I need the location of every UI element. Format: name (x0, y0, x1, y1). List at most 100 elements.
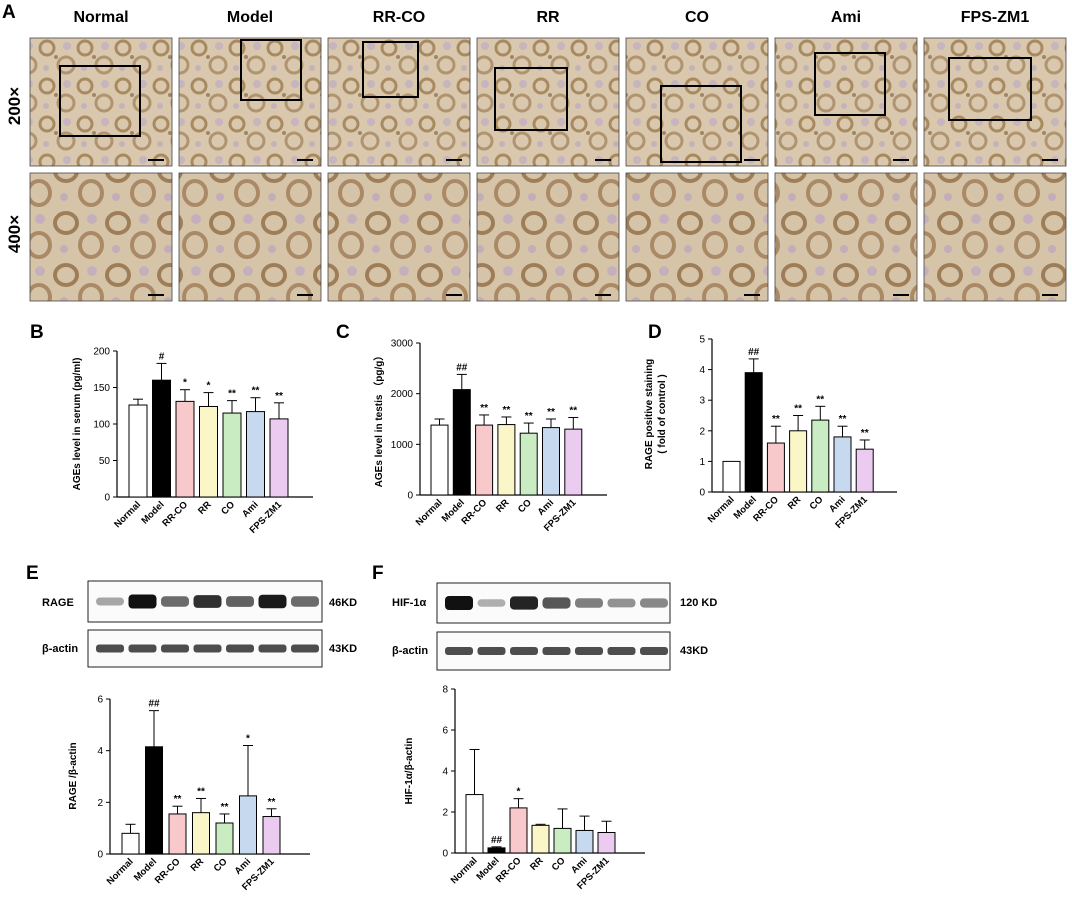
micrograph-400x-ami (774, 172, 918, 302)
significance-mark: ** (221, 802, 229, 813)
x-category-label: RR (786, 494, 804, 512)
x-category-label: CO (212, 856, 230, 874)
y-tick-label: 200 (93, 347, 110, 358)
x-category-label: Normal (414, 497, 445, 528)
y-tick-label: 6 (97, 695, 103, 706)
y-tick-label: 50 (99, 456, 111, 467)
group-label-rr: RR (536, 9, 560, 26)
y-tick-label: 2000 (391, 389, 414, 400)
y-tick-label: 3000 (391, 339, 414, 350)
y-tick-label: 150 (93, 383, 110, 394)
zoom-box-rr-co (362, 41, 419, 98)
group-label-normal: Normal (73, 9, 128, 26)
group-label-ami: Ami (831, 9, 861, 26)
target-band (291, 596, 319, 607)
bar-rr-co (175, 400, 195, 498)
y-tick-label: 5 (699, 335, 705, 346)
significance-mark: ** (861, 428, 869, 439)
zoom-box-rr (494, 67, 568, 131)
micrograph-200x-rr-co (327, 37, 471, 167)
target-band (128, 594, 157, 609)
chart-panel-c: C 0 1000 2000 3000 AGEs level in testis （pg/g… (336, 322, 607, 534)
target-band (607, 598, 636, 608)
actin-band (291, 644, 319, 653)
y-tick-label: 0 (442, 849, 448, 860)
significance-mark: ** (268, 797, 276, 808)
actin-band (542, 647, 571, 655)
significance-mark: ** (547, 407, 555, 418)
y-axis-label: RAGE /β-actin (68, 742, 79, 809)
x-category-label: Normal (706, 494, 737, 525)
actin-band (445, 647, 473, 655)
bar-co (553, 827, 572, 854)
bar-model (152, 379, 171, 498)
bar-co (215, 822, 234, 855)
x-category-label: Normal (449, 855, 480, 886)
bar-rr (531, 824, 550, 854)
bar-rr-co (766, 442, 785, 493)
y-axis-label: HIF-1α/β-actin (404, 738, 415, 805)
actin-band (510, 647, 538, 655)
y-tick-label: 0 (407, 491, 413, 502)
y-tick-label: 0 (104, 493, 110, 504)
significance-mark: ** (503, 405, 511, 416)
zoom-box-normal (59, 65, 141, 137)
bar-co (519, 432, 538, 496)
panel-letter-e: E (26, 563, 39, 584)
zoom-box-co (660, 85, 742, 163)
y-tick-label: 4 (442, 767, 448, 778)
x-category-label: RR-CO (459, 497, 489, 527)
bar-normal (128, 404, 148, 498)
bar-model (452, 389, 471, 496)
actin-band (477, 647, 506, 655)
significance-mark: ** (569, 405, 577, 416)
actin-band (575, 647, 603, 655)
blot-e-bands (96, 594, 319, 653)
target-band (226, 596, 254, 607)
mag-label-200: 200× (5, 87, 24, 125)
bar-rr-co (509, 807, 528, 854)
bar-normal (722, 460, 741, 493)
x-category-label: Normal (112, 499, 143, 530)
significance-mark: ** (252, 386, 260, 397)
micrograph-400x-rr (476, 172, 620, 302)
y-axis-label: AGEs level in testis （pg/g） (372, 351, 385, 488)
actin-band (128, 644, 157, 653)
bar-rr-co (475, 424, 494, 496)
chart-panel-b: B 0 50 100 150 200 AGEs level in serum (pg/ml)… (30, 322, 313, 536)
panel-letter-a: A (2, 2, 16, 23)
panel-letter-b: B (30, 322, 44, 343)
micrograph-200x-rr (476, 37, 620, 167)
significance-mark: ** (794, 404, 802, 415)
target-band (258, 594, 287, 609)
x-category-label: CO (550, 855, 568, 873)
panel-a: A 200× 400× Normal Model RR-CO RR CO Ami FPS-Z… (2, 2, 1067, 302)
panel-e-blot: E RAGE 46KD β-actin 43KD (26, 563, 357, 668)
y-tick-label: 100 (93, 420, 110, 431)
significance-mark: ** (228, 389, 236, 400)
target-band (161, 596, 189, 607)
y-tick-label: 8 (442, 685, 448, 696)
bar-ami (833, 436, 852, 493)
blot-e-target-label: RAGE (42, 597, 74, 609)
mag-label-400: 400× (5, 215, 24, 253)
y-tick-label: 0 (699, 488, 705, 499)
zoom-box-ami (814, 52, 886, 116)
bar-fps-zm1 (269, 418, 289, 498)
x-category-label: CO (219, 499, 237, 517)
significance-mark: ** (772, 414, 780, 425)
y-tick-label: 0 (97, 850, 103, 861)
bar-fps-zm1 (597, 832, 616, 854)
blot-f-actin-kd: 43KD (680, 645, 708, 657)
target-band (640, 598, 668, 608)
actin-band (96, 644, 124, 653)
significance-mark: ## (148, 699, 160, 710)
bar-rr (497, 424, 516, 496)
x-category-label: CO (516, 497, 534, 515)
blot-f-bands (445, 596, 668, 655)
bar-model (145, 746, 163, 855)
target-band (193, 595, 222, 608)
significance-mark: ** (839, 414, 847, 425)
